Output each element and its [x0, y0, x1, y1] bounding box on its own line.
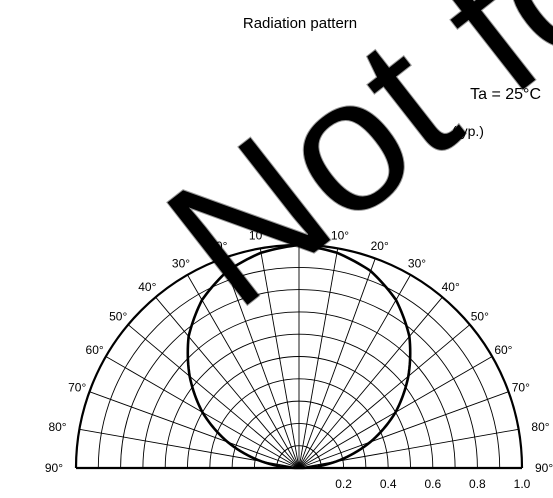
polar-grid	[79, 245, 519, 469]
grid-spoke	[259, 248, 300, 469]
angle-tick-label: 30°	[408, 257, 426, 271]
radial-tick-label: 0.8	[469, 477, 486, 491]
angle-tick-label: 70°	[68, 380, 86, 394]
watermark-text: Not for	[130, 0, 553, 347]
chart-title: Radiation pattern	[243, 15, 357, 32]
grid-spoke	[127, 324, 300, 469]
angle-tick-label: 40°	[138, 280, 156, 294]
series-curve	[186, 243, 412, 470]
angle-tick-label: 70°	[512, 380, 530, 394]
condition-temperature: Ta = 25°C	[470, 86, 541, 103]
grid-spoke	[298, 248, 339, 469]
angle-tick-label: 80°	[48, 420, 66, 434]
grid-spoke	[187, 274, 300, 469]
watermark: Not for	[129, 0, 553, 348]
grid-spoke	[222, 258, 300, 469]
series-layer	[186, 243, 412, 470]
angle-tick-label: 50°	[109, 309, 127, 323]
angle-tick-label: 10°	[331, 229, 349, 243]
radial-tick-label: 0.6	[424, 477, 441, 491]
tick-labels: 10° 10° 20° 20° 30° 30° 40° 40° 50° 50° 60° 60° 70° 7…	[45, 229, 553, 491]
angle-tick-label: 20°	[371, 239, 389, 253]
angle-tick-label: 90°	[535, 461, 553, 475]
radial-tick-label: 1.0	[514, 477, 531, 491]
grid-spoke	[298, 324, 471, 469]
angle-tick-label: 20°	[209, 239, 227, 253]
grid-spoke	[298, 391, 509, 469]
angle-tick-label: 60°	[86, 343, 104, 357]
angle-tick-label: 80°	[531, 420, 549, 434]
radial-tick-label: 0.2	[335, 477, 352, 491]
angle-tick-label: 50°	[471, 309, 489, 323]
grid-spoke	[298, 296, 443, 469]
grid-spoke	[298, 258, 376, 469]
angle-tick-label: 10°	[249, 229, 267, 243]
angle-tick-label: 40°	[442, 280, 460, 294]
grid-spoke	[155, 296, 300, 469]
grid-spoke	[89, 391, 300, 469]
condition-typ: (typ.)	[452, 123, 484, 139]
angle-tick-label: 90°	[45, 461, 63, 475]
angle-tick-label: 60°	[494, 343, 512, 357]
grid-spoke	[298, 274, 411, 469]
radial-tick-label: 0.4	[380, 477, 397, 491]
angle-tick-label: 30°	[172, 257, 190, 271]
